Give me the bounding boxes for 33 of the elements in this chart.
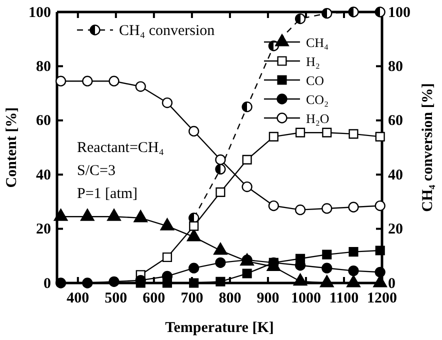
y-tick-label: 20 <box>36 222 51 238</box>
legend-label: CH₄ <box>306 35 330 50</box>
x-tick-label: 1000 <box>290 290 321 307</box>
x-tick-label: 600 <box>142 290 166 307</box>
y-tick-label: 80 <box>36 59 51 75</box>
x-tick-label: 1100 <box>329 290 359 307</box>
annotation: S/C=3 <box>77 163 116 179</box>
y2-tick-label: 0 <box>388 276 396 292</box>
y2-tick-label: 20 <box>388 222 403 238</box>
legend-label: CO₂ <box>306 92 329 107</box>
y-axis-title: Content [%] <box>4 107 20 188</box>
x-tick-label: 800 <box>218 290 242 307</box>
annotation: P=1 [atm] <box>77 186 138 202</box>
x-tick-label: 900 <box>256 290 280 307</box>
y2-tick-label: 100 <box>388 4 410 21</box>
x-tick-label: 1200 <box>367 290 397 307</box>
y-tick-label: 40 <box>36 167 51 184</box>
x-tick-label: 500 <box>104 290 128 307</box>
x-tick-label: 400 <box>66 290 90 307</box>
y2-tick-label: 80 <box>388 59 403 75</box>
y-tick-label: 100 <box>28 4 51 21</box>
legend-label: H₂ <box>306 54 320 69</box>
annotation: Reactant=CH₄ <box>77 140 164 156</box>
y-tick-label: 0 <box>44 276 51 292</box>
x-axis-title: Temperature [K] <box>165 320 274 336</box>
y2-axis-title: CH₄ conversion [%] <box>420 83 436 212</box>
x-tick-label: 700 <box>180 290 204 307</box>
y2-tick-label: 60 <box>388 113 403 130</box>
legend-label: H₂O <box>306 111 330 126</box>
legend-label: CO <box>306 73 324 88</box>
legend-label: CH₄ conversion <box>119 23 216 39</box>
y2-tick-label: 40 <box>388 167 403 184</box>
y-tick-label: 60 <box>36 113 51 130</box>
